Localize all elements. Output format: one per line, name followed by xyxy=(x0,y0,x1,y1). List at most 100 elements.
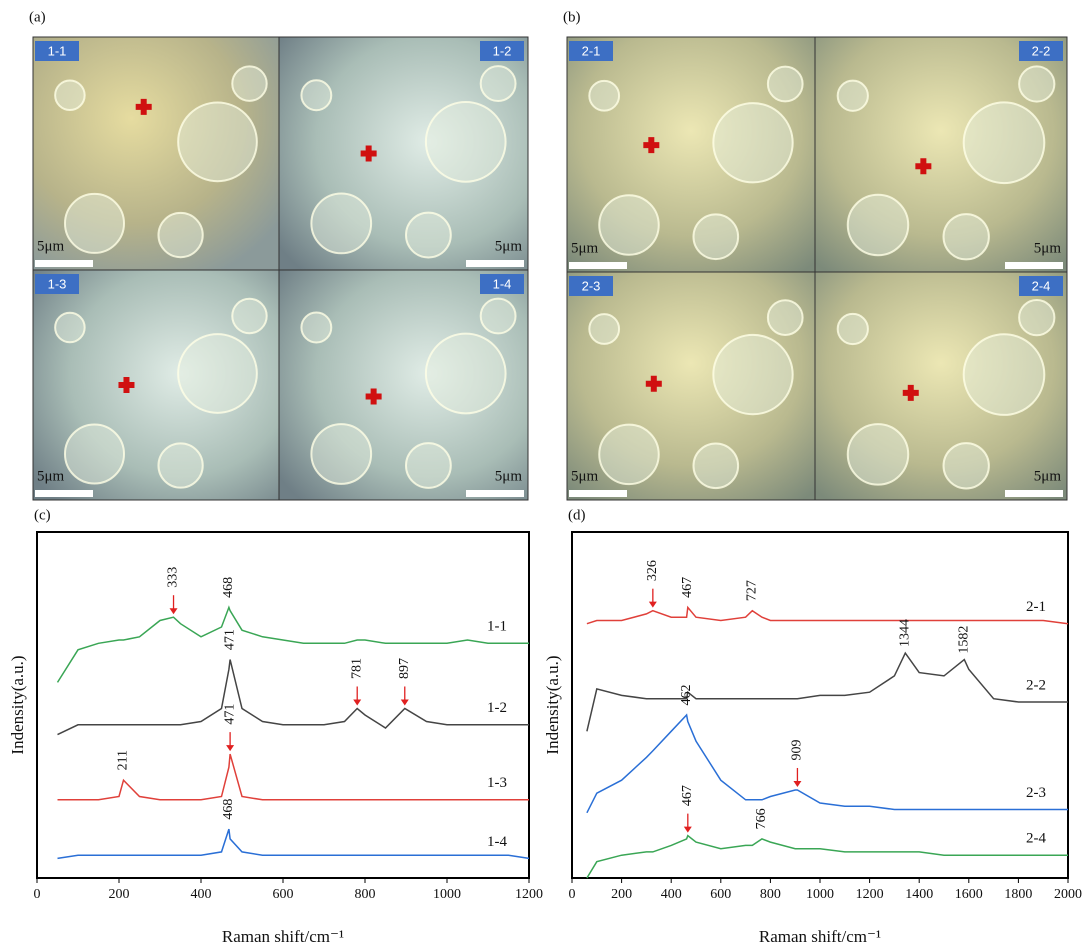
x-tick-label: 600 xyxy=(710,887,731,902)
spectrum-line xyxy=(587,836,1068,878)
peak-label: 727 xyxy=(745,580,760,601)
scale-bar xyxy=(569,490,627,497)
x-tick-label: 0 xyxy=(569,887,576,902)
particle xyxy=(65,194,124,253)
image-tag: 2-4 xyxy=(1032,278,1051,293)
series-label: 1-4 xyxy=(487,834,507,850)
image-tag: 2-1 xyxy=(582,43,601,58)
spectrum-line xyxy=(587,715,1068,813)
particle xyxy=(481,299,516,334)
peak-label: 326 xyxy=(645,560,660,581)
particle xyxy=(55,80,85,110)
spectrum-line xyxy=(58,607,530,682)
x-tick-label: 1400 xyxy=(905,887,933,902)
peak-label: 333 xyxy=(166,567,181,588)
image-tag: 2-2 xyxy=(1032,43,1051,58)
plot-frame xyxy=(37,532,529,878)
peak-label: 781 xyxy=(349,658,364,679)
peak-arrowhead xyxy=(353,699,361,705)
peak-label: 1344 xyxy=(898,619,913,647)
particle xyxy=(1019,66,1054,101)
particle xyxy=(232,66,266,100)
particle xyxy=(406,443,451,488)
peak-label: 909 xyxy=(790,739,805,760)
peak-label: 1582 xyxy=(957,626,972,654)
particle xyxy=(693,443,738,488)
particle xyxy=(481,66,516,101)
particle xyxy=(768,300,803,335)
scale-label: 5μm xyxy=(571,468,599,484)
series-label: 2-2 xyxy=(1026,677,1046,693)
particle xyxy=(589,314,619,344)
particle xyxy=(158,443,202,487)
x-axis-label: Raman shift/cm⁻¹ xyxy=(759,927,881,946)
scale-bar xyxy=(466,490,524,497)
particle xyxy=(55,313,85,343)
plot-frame xyxy=(572,532,1068,878)
scale-label: 5μm xyxy=(495,238,523,254)
x-tick-label: 1000 xyxy=(806,887,834,902)
figure: (a)1-15μm1-25μm1-35μm1-45μm(b)2-15μm2-25… xyxy=(0,0,1086,950)
particle xyxy=(1019,300,1054,335)
particle xyxy=(232,299,266,333)
x-tick-label: 1200 xyxy=(515,887,543,902)
x-tick-label: 200 xyxy=(611,887,632,902)
particle xyxy=(713,103,792,182)
particle xyxy=(944,443,989,488)
particle xyxy=(426,334,506,414)
particle xyxy=(693,214,738,259)
scale-bar xyxy=(35,490,93,497)
image-tag: 1-4 xyxy=(493,276,512,291)
peak-label: 467 xyxy=(680,577,695,598)
scale-label: 5μm xyxy=(37,238,65,254)
scale-bar xyxy=(35,260,93,267)
spectrum-line xyxy=(58,660,530,735)
particle xyxy=(964,334,1045,415)
spectrum-line xyxy=(58,829,530,858)
peak-label: 211 xyxy=(116,750,131,770)
particle xyxy=(301,313,331,343)
x-tick-label: 400 xyxy=(191,887,212,902)
particle xyxy=(964,102,1045,183)
particle xyxy=(848,195,908,255)
peak-label: 467 xyxy=(680,785,695,806)
particle xyxy=(65,424,124,483)
x-axis-label: Raman shift/cm⁻¹ xyxy=(222,927,344,946)
spectrum-line xyxy=(587,653,1068,731)
particle xyxy=(301,80,331,110)
particle xyxy=(599,195,659,255)
image-tag: 1-1 xyxy=(48,43,67,58)
peak-arrowhead xyxy=(684,827,692,833)
series-label: 1-3 xyxy=(487,775,507,791)
y-axis-label: Indensity(a.u.) xyxy=(8,655,27,754)
particle xyxy=(589,81,619,111)
peak-arrowhead xyxy=(226,745,234,751)
image-tag: 1-3 xyxy=(48,276,67,291)
particle xyxy=(768,67,803,102)
scale-bar xyxy=(466,260,524,267)
panel-label: (a) xyxy=(29,9,46,25)
peak-label: 897 xyxy=(397,658,412,679)
x-tick-label: 800 xyxy=(355,887,376,902)
series-label: 1-2 xyxy=(487,700,507,716)
particle xyxy=(713,335,792,414)
scale-label: 5μm xyxy=(1034,468,1062,484)
peak-arrowhead xyxy=(793,781,801,787)
series-label: 1-1 xyxy=(487,619,507,635)
scale-bar xyxy=(1005,490,1063,497)
x-tick-label: 600 xyxy=(273,887,294,902)
image-tag: 1-2 xyxy=(493,43,512,58)
scale-bar xyxy=(1005,262,1063,269)
scale-label: 5μm xyxy=(37,468,65,484)
x-tick-label: 400 xyxy=(661,887,682,902)
spectrum-line xyxy=(587,607,1068,623)
scale-label: 5μm xyxy=(571,240,599,256)
particle xyxy=(178,102,257,181)
particle xyxy=(426,102,506,182)
peak-arrowhead xyxy=(401,699,409,705)
peak-arrowhead xyxy=(170,608,178,614)
x-tick-label: 0 xyxy=(34,887,41,902)
peak-label: 766 xyxy=(754,808,769,829)
peak-label: 471 xyxy=(222,629,237,650)
scale-bar xyxy=(569,262,627,269)
